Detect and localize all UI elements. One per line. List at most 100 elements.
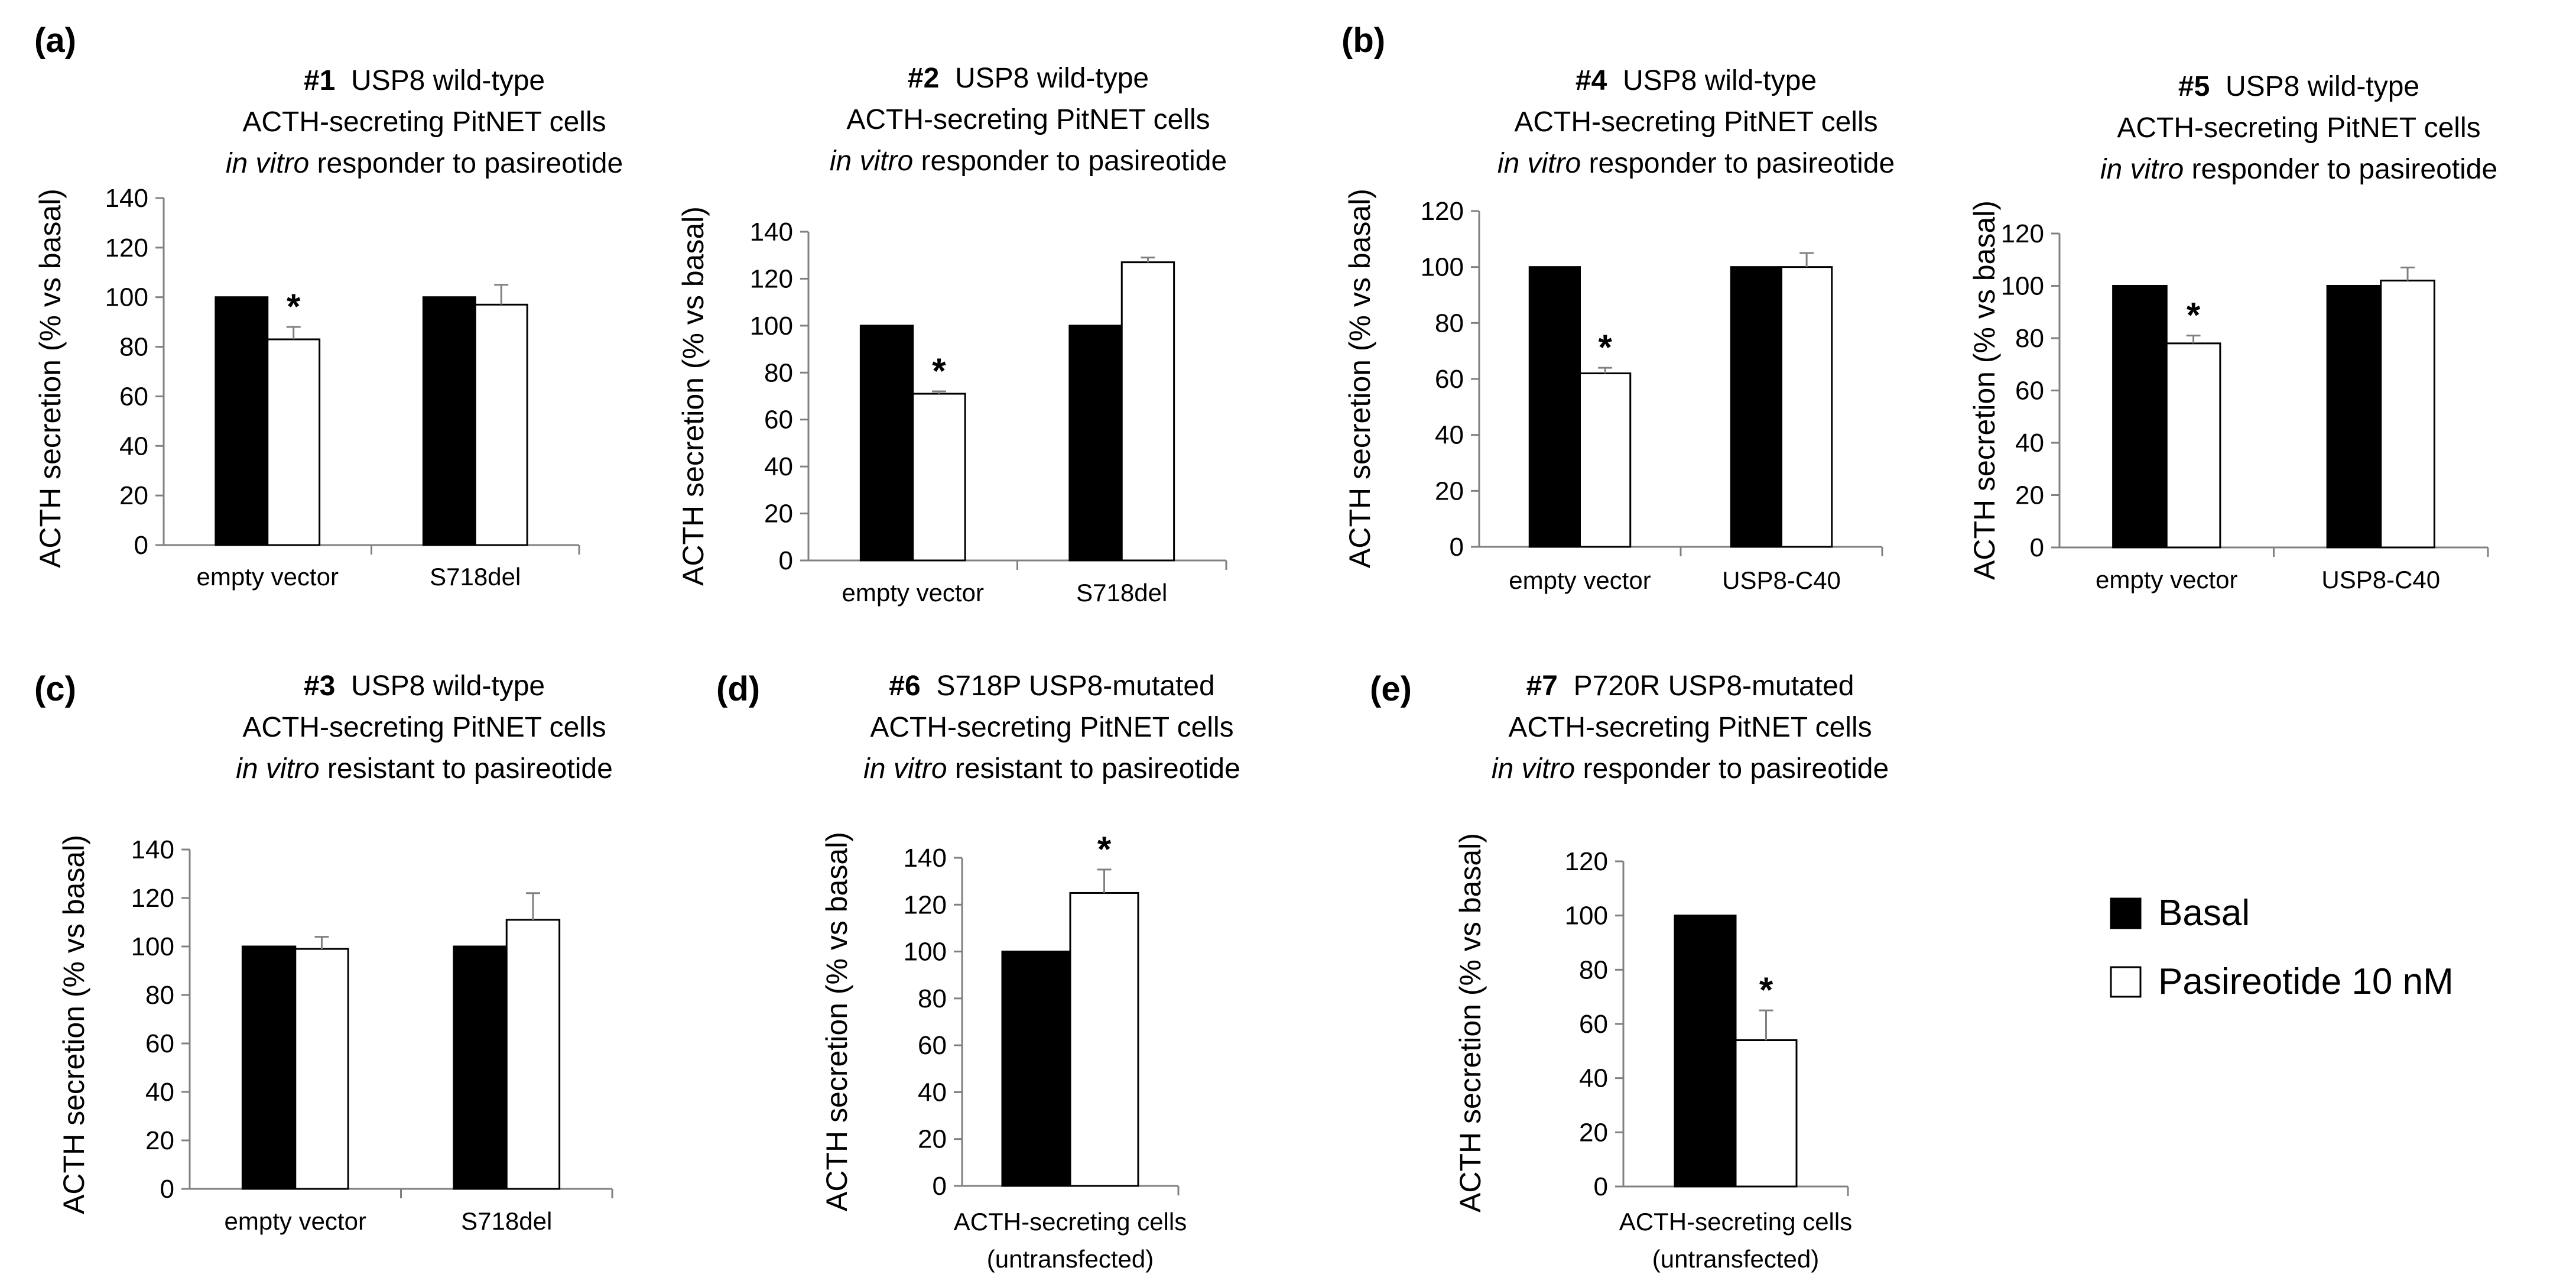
bar-pasireotide (294, 948, 349, 1190)
y-tick-label: 140 (904, 844, 947, 873)
y-axis-label: ACTH secretion (% vs basal) (57, 835, 90, 1214)
y-tick-label: 60 (764, 406, 793, 435)
y-tick-label: 80 (2015, 324, 2044, 353)
y-tick-label: 20 (145, 1126, 174, 1155)
y-tick-label: 40 (2015, 429, 2044, 458)
y-tick-label: 40 (1579, 1064, 1608, 1093)
significance-marker: * (2187, 296, 2201, 335)
y-tick-label: 80 (1579, 955, 1608, 984)
legend-label-basal: Basal (2158, 893, 2250, 933)
bar-pasireotide (1579, 372, 1632, 548)
bar-basal (1001, 951, 1071, 1187)
chart-title-line: ACTH-secreting PitNET cells (242, 106, 606, 138)
chart-title-line: in vitro responder to pasireotide (1497, 148, 1895, 179)
x-category-label: S718del (1076, 579, 1167, 607)
y-tick-label: 100 (105, 283, 148, 312)
significance-marker: * (287, 287, 301, 326)
x-category-label: USP8-C40 (2321, 566, 2440, 594)
chart-2: #2 USP8 wild-type ACTH-secreting PitNET c… (677, 63, 1227, 607)
y-tick-label: 80 (918, 984, 947, 1013)
chart-title-line: ACTH-secreting PitNET cells (870, 712, 1233, 743)
y-tick-label: 20 (764, 500, 793, 529)
y-tick-label: 0 (779, 546, 793, 575)
chart-title-line: in vitro resistant to pasireotide (863, 753, 1240, 784)
bar-pasireotide (474, 303, 528, 546)
y-tick-label: 100 (904, 938, 947, 967)
y-tick-label: 100 (750, 312, 793, 341)
bar-basal (241, 945, 297, 1190)
panel-label-d: (d) (716, 670, 760, 708)
chart-title-line: ACTH-secreting PitNET cells (1514, 106, 1877, 138)
bar-basal (1528, 266, 1581, 548)
y-tick-label: 80 (1435, 309, 1464, 338)
y-tick-label: 80 (119, 333, 148, 362)
chart-7: #7 P720R USP8-mutated ACTH-secreting PitN… (1454, 670, 1889, 1273)
bar-basal (1674, 915, 1737, 1188)
chart-5: #5 USP8 wild-type ACTH-secreting PitNET c… (1968, 71, 2497, 594)
y-axis-label: ACTH secretion (% vs basal) (820, 832, 853, 1211)
x-category-label: empty vector (842, 579, 984, 607)
bar-basal (859, 325, 914, 562)
y-tick-label: 120 (105, 234, 148, 262)
y-axis-label: ACTH secretion (% vs basal) (1343, 189, 1376, 568)
chart-title-line: ACTH-secreting PitNET cells (1508, 712, 1872, 743)
y-tick-label: 40 (145, 1078, 174, 1107)
y-tick-label: 20 (119, 481, 148, 510)
y-tick-label: 80 (764, 358, 793, 387)
y-tick-label: 140 (105, 184, 148, 213)
x-category-label: empty vector (197, 563, 339, 591)
y-tick-label: 120 (2001, 219, 2044, 248)
y-tick-label: 60 (2015, 377, 2044, 406)
bar-pasireotide (912, 393, 966, 562)
y-tick-label: 120 (1565, 847, 1608, 876)
chart-title-line: in vitro responder to pasireotide (226, 148, 623, 179)
y-tick-label: 40 (918, 1078, 947, 1107)
chart-title-line: in vitro responder to pasireotide (1492, 753, 1889, 784)
y-tick-label: 60 (1435, 365, 1464, 394)
bar-pasireotide (267, 338, 321, 546)
y-axis-label: ACTH secretion (% vs basal) (1454, 833, 1487, 1213)
chart-title-line: #7 P720R USP8-mutated (1526, 670, 1854, 702)
y-tick-label: 120 (750, 264, 793, 293)
x-category-label: ACTH-secreting cells (1619, 1208, 1852, 1236)
significance-marker: * (932, 351, 946, 391)
x-category-label: empty vector (225, 1207, 366, 1235)
x-category-label: S718del (461, 1207, 552, 1235)
y-tick-label: 40 (119, 432, 148, 461)
y-tick-label: 20 (1435, 476, 1464, 505)
bar-basal (215, 296, 269, 546)
y-tick-label: 100 (1421, 253, 1464, 282)
x-category-label: empty vector (1509, 566, 1651, 594)
y-tick-label: 20 (918, 1125, 947, 1154)
bar-basal (453, 945, 508, 1190)
x-category-label: USP8-C40 (1722, 566, 1841, 594)
y-tick-label: 140 (131, 835, 174, 864)
y-tick-label: 60 (1579, 1010, 1608, 1039)
chart-title-line: ACTH-secreting PitNET cells (242, 712, 606, 743)
chart-4: #4 USP8 wild-type ACTH-secreting PitNET c… (1343, 65, 1895, 594)
y-tick-label: 60 (145, 1029, 174, 1058)
y-tick-label: 100 (1565, 902, 1608, 931)
y-tick-label: 20 (2015, 481, 2044, 510)
legend-swatch-basal (2110, 897, 2142, 929)
y-tick-label: 0 (2030, 533, 2044, 562)
x-category-label: empty vector (2096, 566, 2237, 594)
bar-basal (1068, 325, 1123, 562)
y-tick-label: 120 (131, 884, 174, 913)
bar-basal (1730, 266, 1782, 548)
y-tick-label: 100 (2001, 272, 2044, 301)
y-tick-label: 80 (145, 981, 174, 1010)
y-tick-label: 60 (119, 382, 148, 411)
y-tick-label: 100 (131, 932, 174, 961)
y-tick-label: 0 (1594, 1172, 1608, 1201)
bar-pasireotide (505, 919, 561, 1190)
chart-title-line: #1 USP8 wild-type (304, 65, 545, 96)
y-tick-label: 20 (1579, 1118, 1608, 1147)
chart-title-line: #6 S718P USP8-mutated (889, 670, 1214, 702)
x-category-label: ACTH-secreting cells (954, 1208, 1187, 1236)
bar-pasireotide (1120, 261, 1175, 562)
significance-marker: * (1759, 970, 1773, 1010)
panel-label-e: (e) (1370, 670, 1412, 708)
chart-title-line: #5 USP8 wild-type (2178, 71, 2419, 102)
significance-marker: * (1598, 328, 1612, 367)
